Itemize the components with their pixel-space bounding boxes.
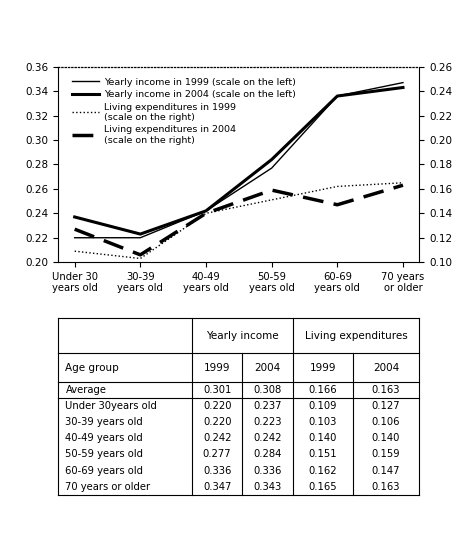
Text: 0.109: 0.109	[308, 401, 337, 411]
Text: 2004: 2004	[254, 363, 281, 373]
Text: Living expenditures: Living expenditures	[305, 331, 408, 341]
Text: 0.159: 0.159	[372, 449, 400, 459]
Text: 70 years or older: 70 years or older	[65, 481, 151, 492]
Text: Average: Average	[65, 385, 106, 395]
Text: 0.242: 0.242	[203, 433, 232, 443]
Text: Under 30years old: Under 30years old	[65, 401, 158, 411]
Text: 60-69 years old: 60-69 years old	[65, 465, 144, 475]
Text: 0.163: 0.163	[372, 481, 400, 492]
Legend: Yearly income in 1999 (scale on the left), Yearly income in 2004 (scale on the l: Yearly income in 1999 (scale on the left…	[70, 76, 298, 147]
Text: 40-49 years old: 40-49 years old	[65, 433, 143, 443]
Text: 0.151: 0.151	[308, 449, 337, 459]
Text: 0.140: 0.140	[372, 433, 400, 443]
Text: Age group: Age group	[65, 363, 119, 373]
Text: 0.163: 0.163	[372, 385, 400, 395]
Text: 0.336: 0.336	[254, 465, 282, 475]
Text: 0.336: 0.336	[203, 465, 231, 475]
Text: 0.242: 0.242	[254, 433, 282, 443]
Text: 0.343: 0.343	[254, 481, 282, 492]
Text: 0.301: 0.301	[203, 385, 231, 395]
Text: 0.223: 0.223	[254, 417, 282, 427]
Text: 0.140: 0.140	[308, 433, 337, 443]
Text: 0.103: 0.103	[308, 417, 337, 427]
Text: 50-59 years old: 50-59 years old	[65, 449, 144, 459]
Text: 1999: 1999	[309, 363, 336, 373]
Text: 0.220: 0.220	[203, 417, 232, 427]
Text: 0.237: 0.237	[254, 401, 282, 411]
Text: 0.308: 0.308	[254, 385, 282, 395]
Text: 30-39 years old: 30-39 years old	[65, 417, 143, 427]
Text: 0.147: 0.147	[372, 465, 400, 475]
Text: Yearly income: Yearly income	[206, 331, 279, 341]
Text: 0.347: 0.347	[203, 481, 231, 492]
Text: 0.165: 0.165	[308, 481, 337, 492]
Text: 0.277: 0.277	[203, 449, 232, 459]
Text: 0.220: 0.220	[203, 401, 232, 411]
Text: 0.106: 0.106	[372, 417, 400, 427]
Text: 2004: 2004	[373, 363, 399, 373]
Text: 0.162: 0.162	[308, 465, 337, 475]
Text: 0.284: 0.284	[254, 449, 282, 459]
Text: 0.127: 0.127	[372, 401, 400, 411]
Text: 0.166: 0.166	[308, 385, 337, 395]
Text: 1999: 1999	[204, 363, 230, 373]
